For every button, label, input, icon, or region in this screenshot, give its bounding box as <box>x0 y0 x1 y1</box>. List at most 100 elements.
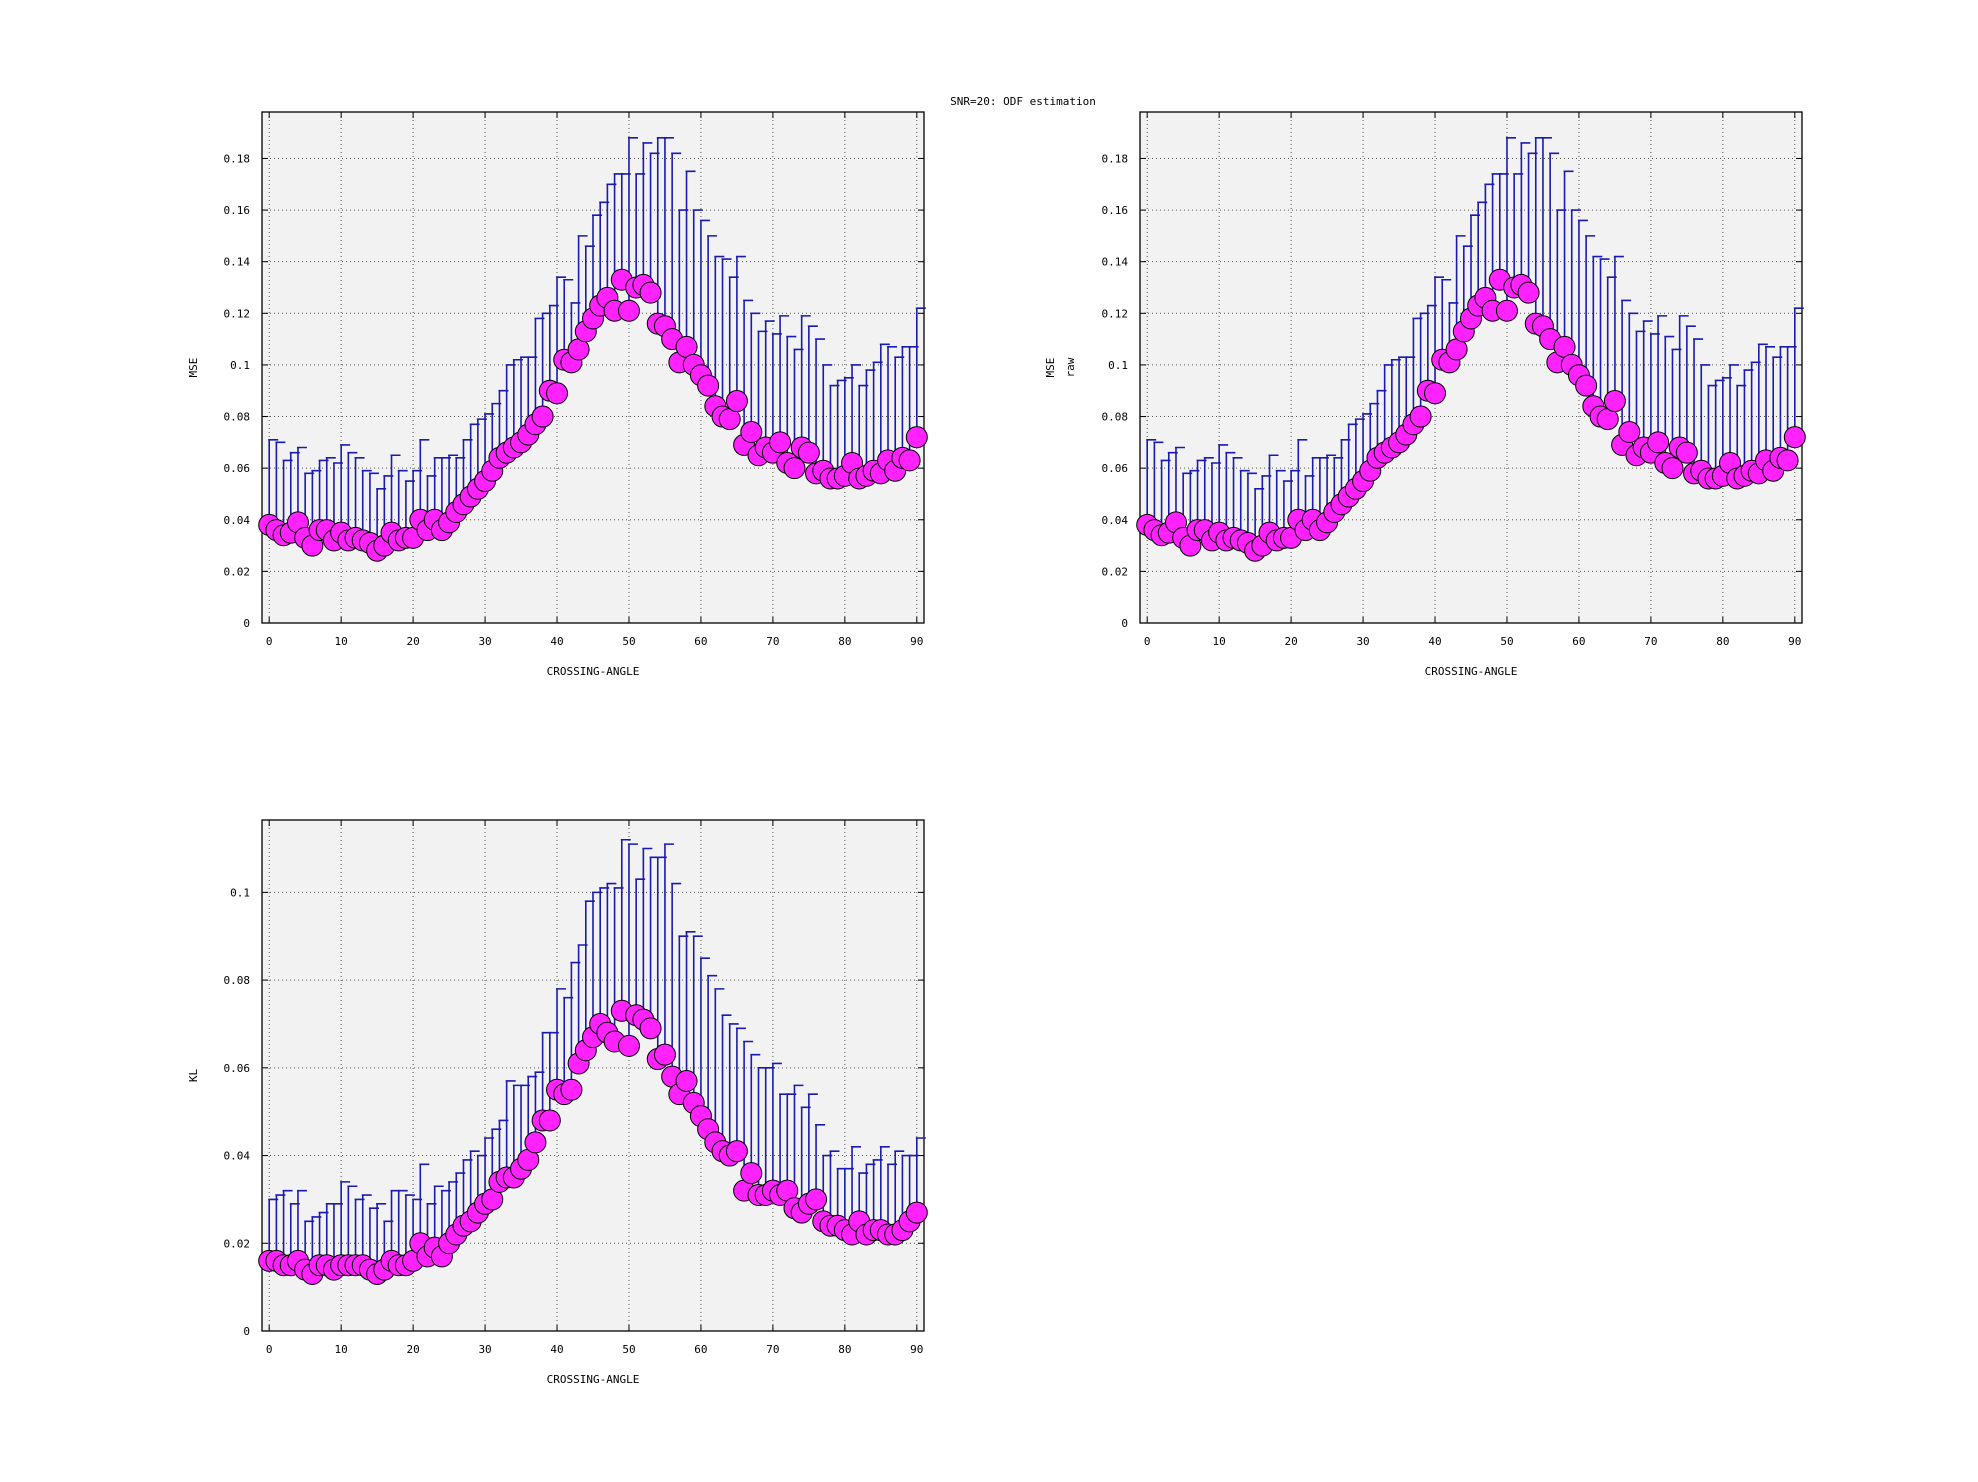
error-bar <box>1685 325 1696 453</box>
error-bar <box>735 255 746 402</box>
x-tick-label: 80 <box>838 1343 851 1356</box>
y-tick-label: 0.08 <box>224 411 251 424</box>
x-tick-label: 90 <box>1788 635 1801 648</box>
y-tick-label: 0.16 <box>1102 204 1129 217</box>
error-bar <box>275 441 286 531</box>
error-bar <box>663 843 674 1055</box>
y-tick-label: 0 <box>243 617 250 630</box>
data-point <box>1424 382 1447 405</box>
x-axis-label: CROSSING-ANGLE <box>1425 665 1518 678</box>
y-tick-label: 0.12 <box>1102 307 1129 320</box>
x-tick-label: 0 <box>266 635 273 648</box>
data-points <box>258 999 928 1285</box>
data-point <box>725 390 748 413</box>
x-tick-label: 30 <box>478 1343 491 1356</box>
x-tick-label: 80 <box>838 635 851 648</box>
y-tick-label: 0.14 <box>1102 256 1129 269</box>
error-bar <box>1599 258 1610 417</box>
error-bar <box>1541 137 1552 327</box>
y-tick-label: 0.08 <box>224 974 251 987</box>
data-point <box>697 374 720 397</box>
error-bar <box>347 1185 358 1266</box>
x-tick-label: 70 <box>766 635 779 648</box>
y-axis-label: MSE <box>187 358 200 378</box>
error-bar <box>1218 444 1229 533</box>
error-bar <box>699 957 710 1117</box>
data-point <box>524 1131 547 1154</box>
error-bar <box>879 343 890 474</box>
y-tick-label: 0.04 <box>224 514 251 527</box>
x-tick-label: 70 <box>1644 635 1657 648</box>
error-bar <box>879 1145 890 1231</box>
error-bar <box>1549 152 1560 340</box>
error-bar <box>1585 235 1596 386</box>
error-bar <box>671 882 682 1077</box>
data-point <box>1661 457 1684 480</box>
error-bar <box>1174 446 1185 523</box>
error-bar <box>340 444 351 533</box>
error-bar <box>1563 170 1574 347</box>
y-tick-label: 0.12 <box>224 307 251 320</box>
error-bar <box>1621 299 1632 445</box>
data-point <box>725 1140 748 1163</box>
x-tick-label: 80 <box>1716 635 1729 648</box>
error-bar <box>894 1150 905 1235</box>
y-axis-label: KL <box>187 1069 200 1083</box>
x-tick-label: 40 <box>1428 635 1441 648</box>
data-point <box>905 1201 928 1224</box>
error-bar <box>354 457 365 538</box>
y-tick-label: 0.1 <box>230 886 250 899</box>
data-point <box>531 405 554 428</box>
error-bar <box>296 446 307 523</box>
error-bar <box>685 931 696 1081</box>
error-bar <box>807 325 818 453</box>
error-bar <box>361 1194 372 1266</box>
x-tick-label: 70 <box>766 1343 779 1356</box>
data-point <box>1647 431 1670 454</box>
panel-kl: 0 10 20 30 40 50 60 70 80 90 0 0.02 0.04 0.06 0.08 0.1 C… <box>187 819 928 1386</box>
error-bar <box>325 457 336 531</box>
error-bar <box>368 472 379 543</box>
error-bar <box>1765 346 1776 461</box>
data-point <box>639 1017 662 1040</box>
error-bar <box>1757 343 1768 474</box>
data-point <box>538 1109 561 1132</box>
error-bar <box>764 320 775 448</box>
error-bar <box>743 299 754 445</box>
data-point <box>740 421 763 444</box>
x-tick-label: 50 <box>622 1343 635 1356</box>
y-tick-label: 0.16 <box>224 204 251 217</box>
error-bar <box>1793 307 1804 438</box>
x-tick-label: 10 <box>1213 635 1226 648</box>
error-bar <box>1678 315 1689 448</box>
x-axis-label: CROSSING-ANGLE <box>547 665 640 678</box>
x-tick-label: 30 <box>478 635 491 648</box>
error-bar <box>807 1093 818 1204</box>
y-tick-label: 0.18 <box>224 152 251 165</box>
error-bar <box>1729 364 1740 463</box>
error-bar <box>620 838 631 1011</box>
y-tick-label: 0.06 <box>1102 462 1129 475</box>
error-bar <box>1297 438 1308 520</box>
y-tick-label: 0.06 <box>224 1062 251 1075</box>
data-point <box>653 1043 676 1066</box>
y-axis-label: MSE <box>1044 358 1057 378</box>
data-point <box>1675 441 1698 464</box>
y-tick-label: 0.04 <box>224 1150 251 1163</box>
y-tick-label: 0.06 <box>224 462 251 475</box>
error-bar <box>1642 320 1653 448</box>
error-bar <box>750 1053 761 1174</box>
error-bar <box>268 438 279 525</box>
data-point <box>898 449 921 472</box>
data-point <box>1776 449 1799 472</box>
x-tick-label: 50 <box>622 635 635 648</box>
x-tick-label: 10 <box>335 1343 348 1356</box>
x-tick-label: 0 <box>266 1343 273 1356</box>
y-tick-label: 0.02 <box>224 565 251 578</box>
error-bar <box>1520 142 1531 285</box>
error-bar <box>851 364 862 463</box>
error-bar <box>714 988 725 1143</box>
error-bar <box>563 278 574 360</box>
y-tick-label: 0.18 <box>1102 152 1129 165</box>
